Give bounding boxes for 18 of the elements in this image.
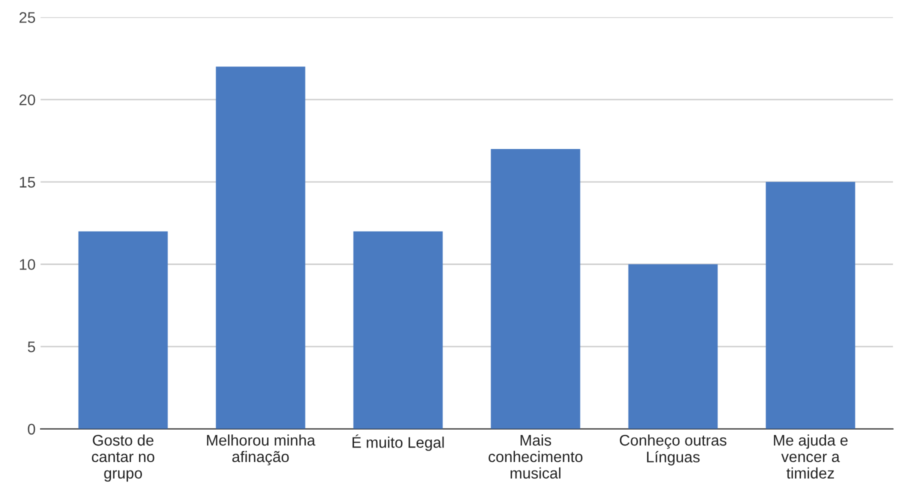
- y-tick-label: 20: [20, 94, 36, 106]
- bar: [353, 231, 443, 429]
- y-tick-label: 5: [28, 342, 36, 352]
- bar: [766, 182, 856, 429]
- x-tick-label: Mais conhecimento musical: [488, 434, 582, 479]
- y-tick-label: 10: [20, 259, 36, 270]
- y-tick-label: 0: [28, 424, 36, 435]
- bar: [78, 231, 168, 429]
- bar: [490, 148, 580, 429]
- y-tick-label: 25: [20, 12, 36, 23]
- x-tick-label: Me ajuda e vencer a timidez: [774, 434, 848, 479]
- x-tick-label: Gosto de cantar no grupo: [92, 434, 154, 482]
- y-tick-label: 15: [20, 176, 36, 188]
- x-tick-label: Conheço outras Línguas: [620, 434, 726, 466]
- x-tick-label: É muito Legal: [352, 434, 444, 451]
- x-tick-label: Melhorou minha afinação: [207, 434, 316, 466]
- bar: [216, 66, 306, 429]
- bar: [628, 264, 718, 429]
